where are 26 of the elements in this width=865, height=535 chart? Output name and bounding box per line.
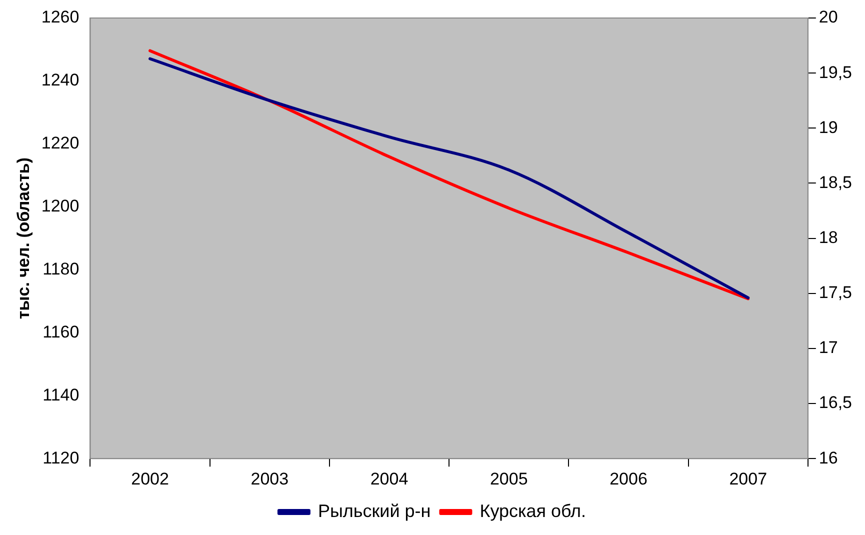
x-tick-label: 2006 bbox=[610, 469, 648, 488]
y2-tick-label: 18 bbox=[818, 228, 838, 247]
y2-tick-label: 19,5 bbox=[818, 62, 852, 82]
y-tick-label: 1220 bbox=[41, 134, 80, 153]
x-tick-label: 2004 bbox=[370, 469, 408, 488]
y-tick-label: 1240 bbox=[41, 70, 80, 90]
y2-tick-label: 16,5 bbox=[818, 393, 852, 412]
y2-tick-label: 20 bbox=[818, 8, 838, 27]
legend-label: Курская обл. bbox=[480, 500, 586, 521]
x-tick-label: 2007 bbox=[729, 469, 768, 488]
y2-tick-label: 17 bbox=[818, 338, 838, 358]
y-tick-label: 1260 bbox=[41, 8, 80, 27]
y-tick-label: 1140 bbox=[42, 385, 80, 404]
y2-tick-label: 18,5 bbox=[818, 172, 852, 192]
y-tick-label: 1200 bbox=[41, 196, 80, 216]
y-tick-label: 1120 bbox=[42, 448, 80, 468]
y-tick-label: 1180 bbox=[42, 259, 80, 278]
y2-tick-label: 16 bbox=[818, 448, 838, 468]
y-axis-title: тыс. чел. (область) bbox=[14, 158, 33, 320]
x-tick-label: 2003 bbox=[250, 469, 289, 488]
x-tick-label: 2005 bbox=[490, 469, 528, 488]
y2-tick-label: 19 bbox=[818, 118, 838, 137]
legend-label: Рыльский р-н bbox=[318, 500, 431, 521]
y2-tick-label: 17,5 bbox=[818, 283, 852, 302]
x-tick-label: 2002 bbox=[131, 469, 169, 488]
y-tick-label: 1160 bbox=[42, 322, 80, 342]
